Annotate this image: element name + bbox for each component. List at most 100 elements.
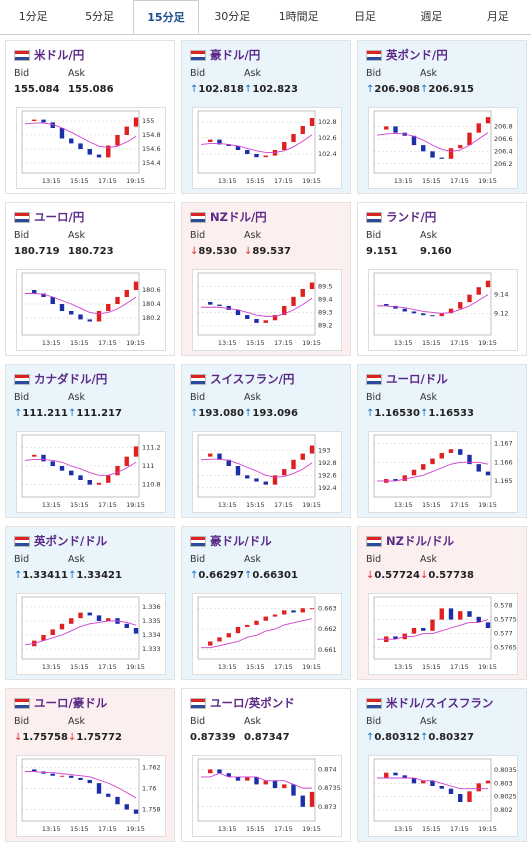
currency-card[interactable]: ユーロ/円 Bid Ask 180.719 180.723 180.2 180.4 180.6… — [5, 202, 175, 356]
bid-label: Bid — [366, 68, 382, 79]
candle — [87, 779, 92, 784]
flag-icon — [14, 698, 30, 709]
candle — [115, 466, 120, 476]
currency-card[interactable]: 英ポンド/円 Bid Ask ↑206.908 ↑206.915 206.2 206.4 20… — [357, 40, 527, 194]
tab[interactable]: 1分足 — [18, 10, 48, 23]
x-tick-label: 15:15 — [422, 663, 441, 671]
pair-name: NZドル/円 — [210, 210, 267, 224]
trend-arrow: ↑ — [420, 84, 429, 95]
candle — [467, 791, 472, 802]
candle — [458, 794, 463, 802]
currency-card[interactable]: ユーロ/豪ドル Bid Ask ↓1.75758 ↓1.75772 1.758 1.76 1.… — [5, 688, 175, 842]
currency-card[interactable]: 豪ドル/ドル Bid Ask ↑0.66297 ↑0.66301 0.661 0.662 0.… — [181, 526, 351, 680]
tab[interactable]: 1時間足 — [278, 10, 319, 23]
candle — [476, 123, 481, 133]
candle — [282, 142, 287, 150]
candle — [226, 305, 231, 310]
tab[interactable]: 15分足 — [132, 0, 200, 34]
tab-bar: 1分足 5分足 15分足 30分足 1時間足 日足 週足 月足 — [0, 0, 531, 35]
trend-arrow: ↑ — [14, 408, 23, 419]
candle — [208, 302, 213, 305]
candle — [467, 454, 472, 465]
moving-average — [24, 459, 137, 476]
candle — [87, 480, 92, 485]
y-tick-label: 0.803 — [494, 779, 513, 787]
trend-arrow: ↑ — [190, 84, 199, 95]
currency-card[interactable]: ユーロ/英ポンド Bid Ask 0.87339 0.87347 0.873 0.8735 0… — [181, 688, 351, 842]
candle — [300, 126, 305, 134]
currency-card[interactable]: 英ポンド/ドル Bid Ask ↑1.33411 ↑1.33421 1.333 1.334 1… — [5, 526, 175, 680]
candle — [69, 138, 74, 144]
candle — [254, 318, 259, 323]
tab[interactable]: 月足 — [486, 10, 509, 23]
pair-name: ユーロ/円 — [34, 210, 85, 224]
currency-card[interactable]: ユーロ/ドル Bid Ask ↑1.16530 ↑1.16533 1.165 1.166 1.… — [357, 364, 527, 518]
y-tick-label: 193 — [318, 446, 330, 454]
y-tick-label: 102.8 — [318, 118, 337, 126]
mini-chart: 0.661 0.662 0.663 13:15 15:15 17:15 19:15 — [192, 593, 342, 675]
flag-icon — [190, 698, 206, 709]
candle — [208, 139, 213, 142]
y-tick-label: 9.12 — [494, 309, 508, 317]
currency-card[interactable]: 米ドル/円 Bid Ask 155.084 155.086 154.4 154.6 154.8… — [5, 40, 175, 194]
candle — [430, 619, 435, 631]
candle — [309, 445, 315, 454]
ask-price: 89.537 — [252, 246, 291, 257]
bid-value: ↓0.57724 — [366, 570, 420, 581]
pair-name: NZドル/ドル — [386, 534, 455, 548]
ask-value: 155.086 — [68, 84, 114, 95]
candle — [87, 612, 92, 616]
tab[interactable]: 週足 — [420, 10, 443, 23]
y-tick-label: 0.802 — [494, 806, 513, 814]
candle — [78, 612, 83, 619]
candle — [96, 783, 102, 794]
candle — [411, 778, 417, 784]
bid-label: Bid — [366, 230, 382, 241]
candle — [96, 615, 102, 621]
y-tick-label: 0.661 — [318, 646, 337, 654]
tab[interactable]: 5分足 — [85, 10, 115, 23]
bid-price: 0.66297 — [198, 570, 244, 581]
mini-chart: 0.5765 0.577 0.5775 0.578 13:15 15:15 17:15 19:… — [368, 593, 518, 675]
flag-icon — [366, 698, 382, 709]
candle — [300, 289, 305, 297]
ask-label: Ask — [420, 554, 437, 565]
currency-card[interactable]: NZドル/円 Bid Ask ↓89.530 ↓89.537 89.2 89.3 89.4 89… — [181, 202, 351, 356]
candle — [448, 788, 454, 794]
flag-icon — [190, 212, 206, 223]
tab[interactable]: 日足 — [354, 10, 377, 23]
candle — [235, 466, 241, 476]
y-tick-label: 1.166 — [494, 458, 513, 466]
x-tick-label: 13:15 — [218, 663, 237, 671]
x-tick-label: 17:15 — [98, 177, 117, 185]
currency-card[interactable]: 豪ドル/円 Bid Ask ↑102.818 ↑102.823 102.4 102.6 102… — [181, 40, 351, 194]
x-tick-label: 17:15 — [274, 501, 293, 509]
bid-price: 193.080 — [198, 408, 244, 419]
candle — [106, 475, 111, 483]
moving-average — [377, 619, 489, 640]
ask-label: Ask — [244, 230, 261, 241]
x-tick-label: 15:15 — [246, 663, 265, 671]
candle — [458, 302, 463, 309]
candle — [245, 776, 250, 781]
tab[interactable]: 30分足 — [214, 10, 251, 23]
currency-card[interactable]: ランド/円 Bid Ask 9.151 9.160 9.12 9.14 13:15 15:15 1… — [357, 202, 527, 356]
bid-value: 0.87339 — [190, 732, 236, 743]
x-tick-label: 17:15 — [98, 825, 117, 833]
x-tick-label: 19:15 — [478, 501, 497, 509]
bid-label: Bid — [190, 230, 206, 241]
currency-card[interactable]: NZドル/ドル Bid Ask ↓0.57724 ↓0.57738 0.5765 0.577… — [357, 526, 527, 680]
pair-name: 豪ドル/ドル — [210, 534, 272, 548]
candle — [245, 315, 250, 319]
candle — [272, 780, 278, 789]
currency-card[interactable]: 米ドル/スイスフラン Bid Ask ↑0.80312 ↑0.80327 0.802 0.8… — [357, 688, 527, 842]
bid-label: Bid — [190, 392, 206, 403]
pair-name: 英ポンド/円 — [386, 48, 448, 62]
candle — [467, 294, 472, 303]
currency-card[interactable]: スイスフラン/円 Bid Ask ↑193.080 ↑193.096 192.4 192.6… — [181, 364, 351, 518]
candle — [115, 796, 120, 805]
plot-frame — [197, 596, 316, 660]
x-tick-label: 15:15 — [246, 177, 265, 185]
y-tick-label: 206.6 — [494, 135, 513, 143]
currency-card[interactable]: カナダドル/円 Bid Ask ↑111.211 ↑111.217 110.8 111 111… — [5, 364, 175, 518]
